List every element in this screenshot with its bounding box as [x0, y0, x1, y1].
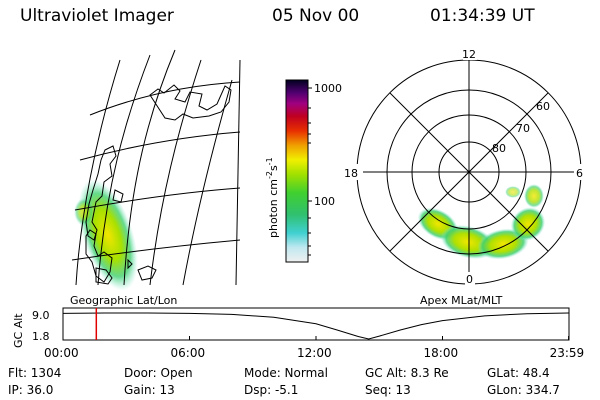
ytick-label-9: 9.0 [32, 309, 50, 322]
colorbar-ticks [308, 87, 312, 256]
sequence-number: Seq: 13 [365, 383, 411, 397]
mlat-label-70: 70 [516, 122, 530, 135]
geographic-map [71, 49, 241, 290]
mlt-label-12: 12 [462, 48, 476, 61]
gain-value: Gain: 13 [124, 383, 175, 397]
polar-aurora-oval [417, 184, 546, 260]
flight-number: Flt: 1304 [8, 366, 62, 380]
apex-label: Apex MLat/MLT [420, 294, 503, 307]
geographic-latitude: GLat: 48.4 [487, 366, 550, 380]
colorbar: 1000 100 photon cm-2s-1 [265, 79, 342, 263]
dsp-value: Dsp: -5.1 [244, 383, 299, 397]
time-label: 01:34:39 UT [430, 6, 535, 26]
date-label: 05 Nov 00 [272, 6, 360, 26]
xtick-label: 18:00 [423, 346, 459, 360]
colorbar-label: photon cm-2s-1 [265, 157, 280, 238]
colorbar-tick-1000: 1000 [314, 82, 342, 95]
colorbar-tick-100: 100 [314, 195, 335, 208]
polar-grid [356, 59, 582, 285]
map-coastlines [85, 84, 232, 285]
geographic-longitude: GLon: 334.7 [487, 383, 560, 397]
xtick-label: 06:00 [170, 346, 206, 360]
altitude-series-line [62, 312, 569, 340]
mode-value: Mode: Normal [244, 366, 328, 380]
altitude-axis-label: GC Alt [12, 313, 25, 348]
map-grid [71, 49, 241, 286]
mlt-label-18: 18 [344, 167, 358, 180]
orbit-altitude-chart: GC Alt 9.0 1.8 [12, 307, 570, 348]
xtick-label: 12:00 [297, 346, 332, 360]
mlt-label-0: 0 [466, 273, 473, 286]
polar-mlt-plot: 12 18 6 0 60 70 80 [343, 46, 586, 286]
mlat-label-60: 60 [536, 100, 550, 113]
gc-altitude: GC Alt: 8.3 Re [365, 366, 449, 380]
ip-value: IP: 36.0 [8, 383, 54, 397]
colorbar-gradient [285, 79, 309, 263]
door-status: Door: Open [124, 366, 193, 380]
xtick-label: 00:00 [44, 346, 79, 360]
instrument-title: Ultraviolet Imager [20, 6, 174, 26]
geographic-label: Geographic Lat/Lon [70, 294, 178, 307]
mlat-label-80: 80 [492, 142, 506, 155]
xtick-label: 23:59 [549, 346, 585, 360]
ytick-label-1-8: 1.8 [32, 330, 50, 343]
mlt-label-6: 6 [576, 167, 583, 180]
